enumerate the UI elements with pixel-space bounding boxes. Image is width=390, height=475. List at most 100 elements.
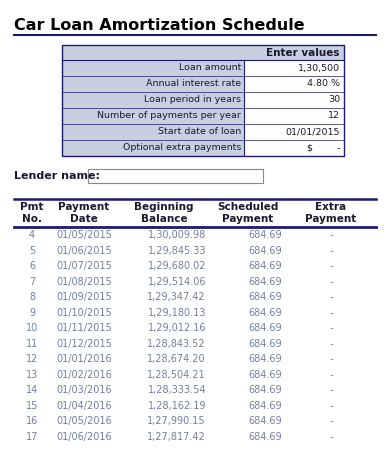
Text: 684.69: 684.69 (248, 230, 282, 240)
Bar (62, 124, 244, 140)
Text: 01/01/2015: 01/01/2015 (285, 127, 340, 136)
Text: -: - (329, 261, 333, 271)
Text: 684.69: 684.69 (248, 339, 282, 349)
Text: 1,28,504.21: 1,28,504.21 (147, 370, 206, 380)
Bar (244, 124, 344, 140)
Text: 01/01/2016: 01/01/2016 (56, 354, 112, 364)
Text: Beginning
Balance: Beginning Balance (134, 202, 194, 224)
Text: Loan period in years: Loan period in years (144, 95, 241, 104)
Text: 684.69: 684.69 (248, 246, 282, 256)
Text: 15: 15 (26, 401, 38, 411)
Text: -: - (329, 230, 333, 240)
Bar (62, 108, 244, 124)
Text: 30: 30 (328, 95, 340, 104)
Bar (62, 140, 244, 156)
Text: -: - (329, 432, 333, 442)
Text: Lender name:: Lender name: (14, 171, 100, 181)
Text: 684.69: 684.69 (248, 416, 282, 426)
Text: 01/05/2015: 01/05/2015 (56, 230, 112, 240)
Text: 9: 9 (29, 308, 35, 318)
Bar (88, 169, 263, 183)
Text: $        -: $ - (307, 143, 340, 152)
Bar (244, 108, 344, 124)
Text: 12: 12 (328, 112, 340, 121)
Bar (244, 76, 344, 92)
Text: -: - (329, 401, 333, 411)
Bar (244, 60, 344, 76)
Text: 1,29,845.33: 1,29,845.33 (147, 246, 206, 256)
Text: Payment
Date: Payment Date (58, 202, 110, 224)
Text: -: - (329, 370, 333, 380)
Text: 01/03/2016: 01/03/2016 (56, 385, 112, 395)
Text: 684.69: 684.69 (248, 308, 282, 318)
Text: 684.69: 684.69 (248, 401, 282, 411)
Text: 01/04/2016: 01/04/2016 (56, 401, 112, 411)
Text: 1,28,674.20: 1,28,674.20 (147, 354, 206, 364)
Text: 12: 12 (26, 354, 38, 364)
Text: -: - (329, 308, 333, 318)
Text: 684.69: 684.69 (248, 370, 282, 380)
Text: 684.69: 684.69 (248, 354, 282, 364)
Text: 16: 16 (26, 416, 38, 426)
Text: Start date of loan: Start date of loan (158, 127, 241, 136)
Text: -: - (329, 277, 333, 287)
Text: 01/05/2016: 01/05/2016 (56, 416, 112, 426)
Text: 1,28,162.19: 1,28,162.19 (147, 401, 206, 411)
Text: Car Loan Amortization Schedule: Car Loan Amortization Schedule (14, 18, 305, 33)
Text: 1,29,680.02: 1,29,680.02 (147, 261, 206, 271)
Text: Annual interest rate: Annual interest rate (146, 79, 241, 88)
Text: 14: 14 (26, 385, 38, 395)
Text: 01/07/2015: 01/07/2015 (56, 261, 112, 271)
Bar (62, 45, 344, 156)
Text: 1,30,500: 1,30,500 (298, 64, 340, 73)
Text: 17: 17 (26, 432, 38, 442)
Text: 13: 13 (26, 370, 38, 380)
Text: 4: 4 (29, 230, 35, 240)
Text: 684.69: 684.69 (248, 323, 282, 333)
Text: 01/11/2015: 01/11/2015 (56, 323, 112, 333)
Text: 01/06/2016: 01/06/2016 (56, 432, 112, 442)
Text: 1,27,990.15: 1,27,990.15 (147, 416, 206, 426)
Text: 6: 6 (29, 261, 35, 271)
Text: Optional extra payments: Optional extra payments (122, 143, 241, 152)
Text: -: - (329, 292, 333, 302)
Text: 01/09/2015: 01/09/2015 (56, 292, 112, 302)
Text: 1,29,514.06: 1,29,514.06 (147, 277, 206, 287)
Text: 01/02/2016: 01/02/2016 (56, 370, 112, 380)
Bar (62, 60, 244, 76)
Text: Pmt
No.: Pmt No. (20, 202, 44, 224)
Text: 01/08/2015: 01/08/2015 (56, 277, 112, 287)
Text: 01/10/2015: 01/10/2015 (56, 308, 112, 318)
Text: 4.80 %: 4.80 % (307, 79, 340, 88)
Text: -: - (329, 385, 333, 395)
Text: Enter values: Enter values (266, 48, 340, 57)
Text: 684.69: 684.69 (248, 385, 282, 395)
Text: 5: 5 (29, 246, 35, 256)
Text: 8: 8 (29, 292, 35, 302)
Text: 7: 7 (29, 277, 35, 287)
Bar (62, 76, 244, 92)
Text: -: - (329, 339, 333, 349)
Bar (62, 45, 344, 60)
Text: 684.69: 684.69 (248, 261, 282, 271)
Text: 01/12/2015: 01/12/2015 (56, 339, 112, 349)
Bar (244, 140, 344, 156)
Text: 1,28,843.52: 1,28,843.52 (147, 339, 206, 349)
Text: 1,28,333.54: 1,28,333.54 (147, 385, 206, 395)
Text: 684.69: 684.69 (248, 277, 282, 287)
Text: 10: 10 (26, 323, 38, 333)
Text: Extra
Payment: Extra Payment (305, 202, 356, 224)
Text: 684.69: 684.69 (248, 432, 282, 442)
Text: -: - (329, 416, 333, 426)
Text: 01/06/2015: 01/06/2015 (56, 246, 112, 256)
Text: 1,27,817.42: 1,27,817.42 (147, 432, 206, 442)
Bar (62, 92, 244, 108)
Text: Loan amount: Loan amount (179, 64, 241, 73)
Text: Scheduled
Payment: Scheduled Payment (217, 202, 279, 224)
Bar (244, 92, 344, 108)
Text: 1,29,347.42: 1,29,347.42 (147, 292, 206, 302)
Text: 684.69: 684.69 (248, 292, 282, 302)
Text: -: - (329, 323, 333, 333)
Text: 1,29,180.13: 1,29,180.13 (148, 308, 206, 318)
Text: 1,29,012.16: 1,29,012.16 (147, 323, 206, 333)
